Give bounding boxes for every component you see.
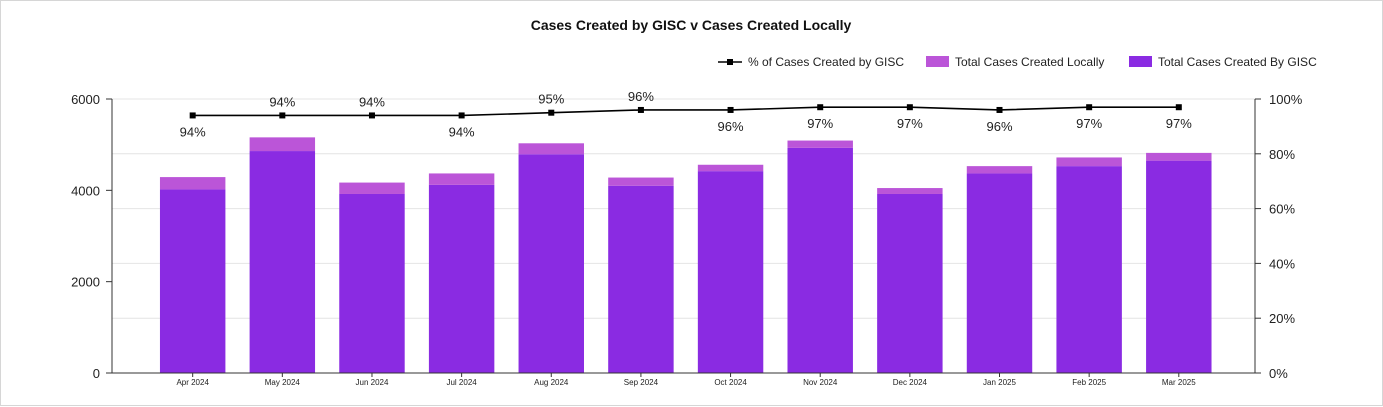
bar-series	[159, 137, 1212, 373]
y-right-tick-label: 0%	[1269, 366, 1288, 381]
bar-gisc	[787, 147, 853, 373]
chart-legend: % of Cases Created by GISC Total Cases Cr…	[718, 55, 1317, 69]
bar-gisc	[339, 193, 405, 373]
bar-gisc	[1146, 160, 1212, 373]
bar-local	[518, 143, 584, 155]
x-tick-label: Feb 2025	[1072, 378, 1106, 387]
percent-marker	[548, 109, 555, 116]
percent-marker	[458, 112, 465, 119]
y-right-tick-label: 20%	[1269, 311, 1295, 326]
x-tick-label: Dec 2024	[893, 378, 928, 387]
percent-marker	[189, 112, 196, 119]
bar-gisc	[518, 154, 584, 373]
percent-label: 97%	[897, 116, 923, 131]
bar-local	[1146, 152, 1212, 161]
percent-marker	[906, 104, 913, 111]
chart-axes: 0 2000 4000 6000 0% 20% 40% 60% 80% 100% Apr 2024 M…	[71, 92, 1303, 387]
bar-local	[608, 177, 674, 186]
percent-line	[192, 106, 1179, 117]
bar-gisc	[877, 193, 943, 373]
chart-title: Cases Created by GISC v Cases Created Lo…	[531, 17, 852, 33]
data-labels: 94% 94% 94% 94% 95% 96% 96% 97% 97% 96% 97% 97%	[180, 89, 1193, 139]
percent-label: 97%	[807, 116, 833, 131]
y-left-tick-label: 0	[93, 366, 100, 381]
y-left-tick-label: 2000	[71, 275, 100, 290]
percent-label: 94%	[359, 94, 385, 109]
legend-label: Total Cases Created By GISC	[1158, 55, 1317, 69]
x-tick-label: Jun 2024	[356, 378, 389, 387]
x-tick-label: Apr 2024	[176, 378, 209, 387]
y-left-tick-label: 4000	[71, 183, 100, 198]
y-right-tick-label: 100%	[1269, 92, 1303, 107]
x-tick-label: Jan 2025	[983, 378, 1016, 387]
y-right-tick-label: 80%	[1269, 147, 1295, 162]
bar-gisc	[1056, 166, 1122, 373]
percent-label: 94%	[449, 124, 475, 139]
legend-label: Total Cases Created Locally	[955, 55, 1104, 69]
bar-local	[428, 173, 495, 185]
bar-gisc	[159, 189, 226, 373]
percent-marker	[637, 106, 644, 113]
percent-marker	[279, 112, 286, 119]
x-tick-label: Oct 2024	[714, 378, 747, 387]
bar-local	[1056, 157, 1122, 167]
x-tick-label: Aug 2024	[534, 378, 569, 387]
x-tick-label: Mar 2025	[1162, 378, 1196, 387]
percent-label: 95%	[538, 92, 564, 107]
percent-line-series	[189, 104, 1182, 119]
bar-local	[697, 164, 764, 172]
bar-gisc	[249, 151, 316, 373]
percent-marker	[1175, 104, 1182, 111]
y-left-tick-label: 6000	[71, 92, 100, 107]
legend-color-swatch	[926, 56, 949, 67]
percent-marker	[996, 106, 1003, 113]
bar-local	[249, 137, 316, 152]
percent-marker	[368, 112, 375, 119]
y-right-tick-label: 40%	[1269, 256, 1295, 271]
percent-marker	[727, 106, 734, 113]
y-right-tick-label: 60%	[1269, 202, 1295, 217]
bar-local	[159, 177, 226, 190]
percent-marker	[1086, 104, 1093, 111]
percent-label: 94%	[180, 124, 206, 139]
legend-label: % of Cases Created by GISC	[748, 55, 904, 69]
bar-local	[339, 182, 405, 194]
x-tick-label: Nov 2024	[803, 378, 838, 387]
percent-label: 94%	[269, 94, 295, 109]
bar-local	[877, 188, 943, 194]
percent-label: 96%	[718, 119, 744, 134]
bar-gisc	[428, 184, 495, 373]
bar-gisc	[697, 171, 764, 373]
bar-gisc	[966, 173, 1033, 373]
bar-gisc	[608, 185, 674, 373]
x-tick-label: Jul 2024	[446, 378, 477, 387]
x-tick-label: May 2024	[265, 378, 301, 387]
legend-color-swatch	[1129, 56, 1152, 67]
bar-local	[966, 166, 1033, 174]
x-tick-label: Sep 2024	[624, 378, 659, 387]
bar-local	[787, 140, 853, 148]
percent-label: 97%	[1166, 116, 1192, 131]
percent-label: 96%	[628, 89, 654, 104]
percent-label: 97%	[1076, 116, 1102, 131]
legend-marker	[727, 59, 733, 65]
percent-label: 96%	[986, 119, 1012, 134]
percent-marker	[817, 104, 824, 111]
